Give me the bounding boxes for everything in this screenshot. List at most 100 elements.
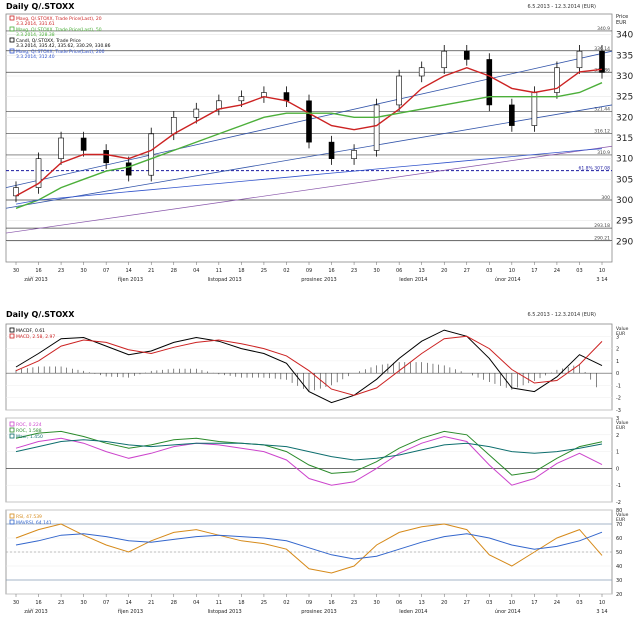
candle-body	[554, 67, 560, 93]
candle-body	[576, 50, 583, 69]
indicator-legend-swatch	[9, 519, 15, 525]
candle-body	[148, 133, 155, 176]
level-tag-line_293: 293.18	[594, 223, 610, 229]
legend-swatch	[9, 48, 15, 54]
candle-body	[170, 117, 177, 135]
top-panel-date: 6.5.2013 - 12.3.2014 (EUR)	[527, 4, 596, 10]
bottom-panel-date: 6.5.2013 - 12.3.2014 (EUR)	[527, 312, 596, 318]
bottom-x-tick-label: 16	[328, 600, 334, 606]
candle-body	[306, 100, 312, 143]
level-tag-resist_top: 340.9	[597, 26, 610, 32]
x-tick-label: 30	[13, 268, 19, 274]
price-tick-label: 290	[616, 237, 633, 247]
x-month-label: únor 2014	[495, 276, 521, 283]
x-tick-label: 23	[351, 268, 357, 274]
x-tick-label: 14	[126, 268, 132, 274]
x-tick-label: 23	[58, 268, 64, 274]
price-tick-label: 305	[616, 175, 633, 185]
indicator-legend-swatch	[9, 327, 15, 333]
legend-price-value: 3.3.2014, 328.38	[16, 32, 55, 38]
indicator-series-line	[15, 439, 603, 461]
indicator-tick-label: 70	[616, 522, 622, 528]
bottom-x-tick-label: 10	[509, 600, 515, 606]
indicator-tick-label: -1	[616, 483, 621, 489]
x-tick-label: 10	[599, 268, 605, 274]
indicator-tick-label: 3	[616, 334, 619, 340]
price-chart: 290 295 300 305 310 315 320 325 330 335 340 PriceEU…	[5, 13, 633, 283]
bottom-x-tick-label: 21	[148, 600, 154, 606]
indicator-unit-label: EUR	[616, 517, 625, 523]
indicator-axis-label: Value	[616, 420, 629, 426]
indicator-unit-label: EUR	[616, 425, 625, 431]
x-tick-label: 10	[509, 268, 515, 274]
indicator-series-line	[15, 329, 603, 404]
bottom-x-tick-label: 03	[576, 600, 582, 606]
bottom-x-tick-label: 14	[126, 600, 132, 606]
x-month-label: leden 2014	[399, 277, 427, 283]
bottom-x-tick-label: 30	[373, 600, 379, 606]
candle-body	[238, 96, 245, 102]
indicator-unit-label: EUR	[616, 331, 625, 337]
indicator-legend-swatch	[9, 433, 15, 439]
indicator-tick-label: 0	[616, 371, 619, 377]
level-tag-line_311: 310.9	[597, 150, 610, 156]
indicator-tick-label: -2	[616, 396, 621, 402]
candle-body	[418, 67, 425, 77]
indicator-tick-label: 1	[616, 359, 619, 365]
indicator-tick-label: 30	[616, 578, 622, 584]
top-panel-title: Daily Q/.STOXX	[6, 2, 75, 11]
indicator-tick-label: 1	[616, 450, 619, 456]
x-tick-label: 04	[193, 268, 199, 274]
x-month-label: prosinec 2013	[301, 277, 336, 283]
candle-body	[486, 59, 493, 106]
legend-price-label: Mavg, Q/.STOXX, Trade Price(Last), 50	[16, 27, 102, 33]
candle-body	[599, 50, 605, 73]
indicator-tick-label: -3	[616, 408, 621, 414]
indicator-legend-label: ROC, 0.224	[16, 422, 42, 428]
bottom-x-tick-label: 20	[441, 600, 447, 606]
indicator-tick-label: -2	[616, 500, 621, 506]
x-month-label: listopad 2013	[208, 277, 242, 283]
candle-body	[328, 141, 335, 159]
candle-body	[509, 104, 515, 126]
indicator-plot-area	[5, 323, 613, 411]
bottom-x-month-label: 3 14	[596, 609, 607, 615]
legend-price-label: Mavg, Q/.STOXX, Trade Price(Last), 200	[16, 49, 105, 55]
bottom-x-tick-label: 28	[171, 600, 177, 606]
x-tick-label: 30	[373, 268, 379, 274]
indicator-tick-label: 60	[616, 536, 622, 542]
level-tag-line_307: 61.8% 307.08	[579, 166, 611, 172]
indicator-tick-label: 80	[616, 508, 622, 514]
price-tick-label: 315	[616, 134, 633, 144]
legend-swatch	[9, 15, 15, 21]
bottom-x-tick-label: 06	[396, 600, 402, 606]
indicator-legend-label: ROC, 1.588	[16, 428, 42, 434]
indicator-tick-label: 50	[616, 550, 622, 556]
indicator-tick-label: -1	[616, 383, 621, 389]
x-tick-label: 09	[306, 268, 312, 274]
x-tick-label: 17	[531, 268, 537, 274]
x-tick-label: 13	[419, 268, 425, 274]
indicator-tick-label: 0	[616, 466, 619, 472]
bottom-x-tick-label: 27	[464, 600, 470, 606]
x-tick-label: 21	[148, 268, 154, 274]
level-tag-line_290: 290.21	[594, 236, 610, 242]
indicator-axis-label: Value	[616, 326, 629, 332]
bottom-x-tick-label: 30	[13, 600, 19, 606]
candle-body	[283, 92, 290, 102]
indicator-legend-label: Mavr, 1.450	[16, 434, 43, 440]
candle-body	[216, 100, 222, 110]
indicator-series-line	[15, 523, 603, 574]
indicator-tick-label: 3	[616, 416, 619, 422]
candle-body	[80, 137, 87, 151]
bottom-x-month-label: říjen 2013	[118, 608, 143, 615]
legend-swatch	[9, 37, 15, 43]
x-month-label: září 2013	[24, 276, 47, 283]
indicator-legend-label: RSI, 47.539	[16, 514, 42, 520]
bottom-x-tick-label: 30	[80, 600, 86, 606]
candle-body	[441, 50, 448, 69]
ma50-line	[15, 82, 603, 209]
bottom-x-month-label: leden 2014	[399, 609, 427, 615]
legend-price-value: 3.3.2014, 312.40	[16, 54, 55, 60]
